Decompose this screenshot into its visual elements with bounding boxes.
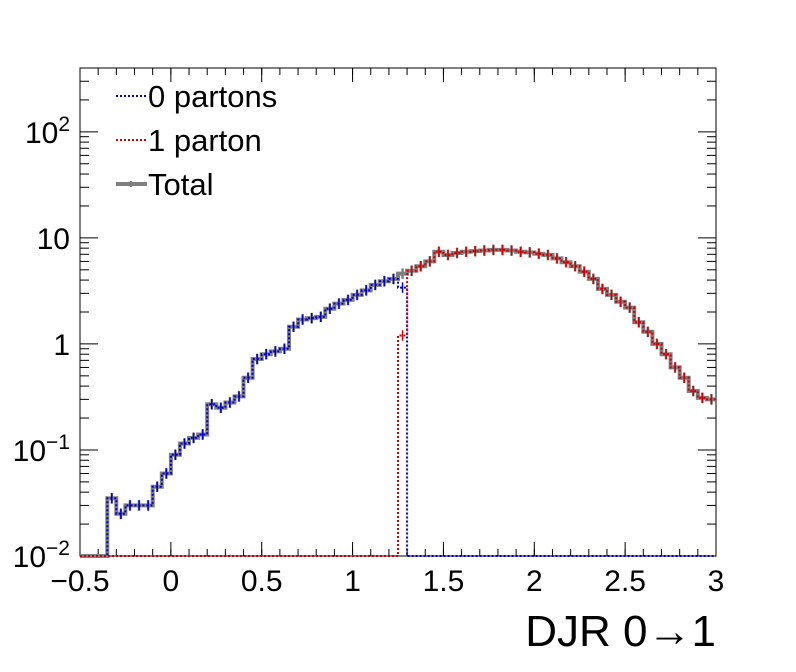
series-line [80,247,716,558]
legend-item: 0 partons [116,79,277,114]
x-tick-label: 2.5 [604,565,646,598]
legend-item: Total [116,167,213,202]
x-tick-label: −0.5 [50,565,109,598]
legend-label: 1 parton [148,123,262,158]
y-tick-label: 1 [53,329,70,362]
series-0-partons [80,273,716,557]
legend-label: 0 partons [148,79,277,114]
legend-label: Total [148,167,213,202]
y-tick-label: 10 [37,223,70,256]
y-tick-label: 10−2 [13,537,70,574]
series-line [80,248,716,557]
x-tick-label: 1 [344,565,361,598]
legend: 0 partons 1 parton Total [116,79,277,202]
x-tick-label: 3 [708,565,725,598]
series-line [80,277,716,557]
series-layer [80,244,716,558]
axis-ticks [79,67,717,557]
x-tick-label: 0.5 [241,565,283,598]
x-tick-label: 1.5 [423,565,465,598]
x-tick-labels: −0.5 0 0.5 1 1.5 2 2.5 3 [50,565,724,598]
y-tick-label: 10−1 [13,431,70,468]
legend-item: 1 parton [116,123,262,158]
series-1-parton [80,244,716,557]
y-tick-labels: 10−2 10−1 1 10 102 [13,113,70,574]
x-tick-label: 2 [526,565,543,598]
x-axis-title: DJR 0→1 [525,607,716,656]
x-tick-label: 0 [163,565,180,598]
y-tick-label: 102 [25,113,70,150]
